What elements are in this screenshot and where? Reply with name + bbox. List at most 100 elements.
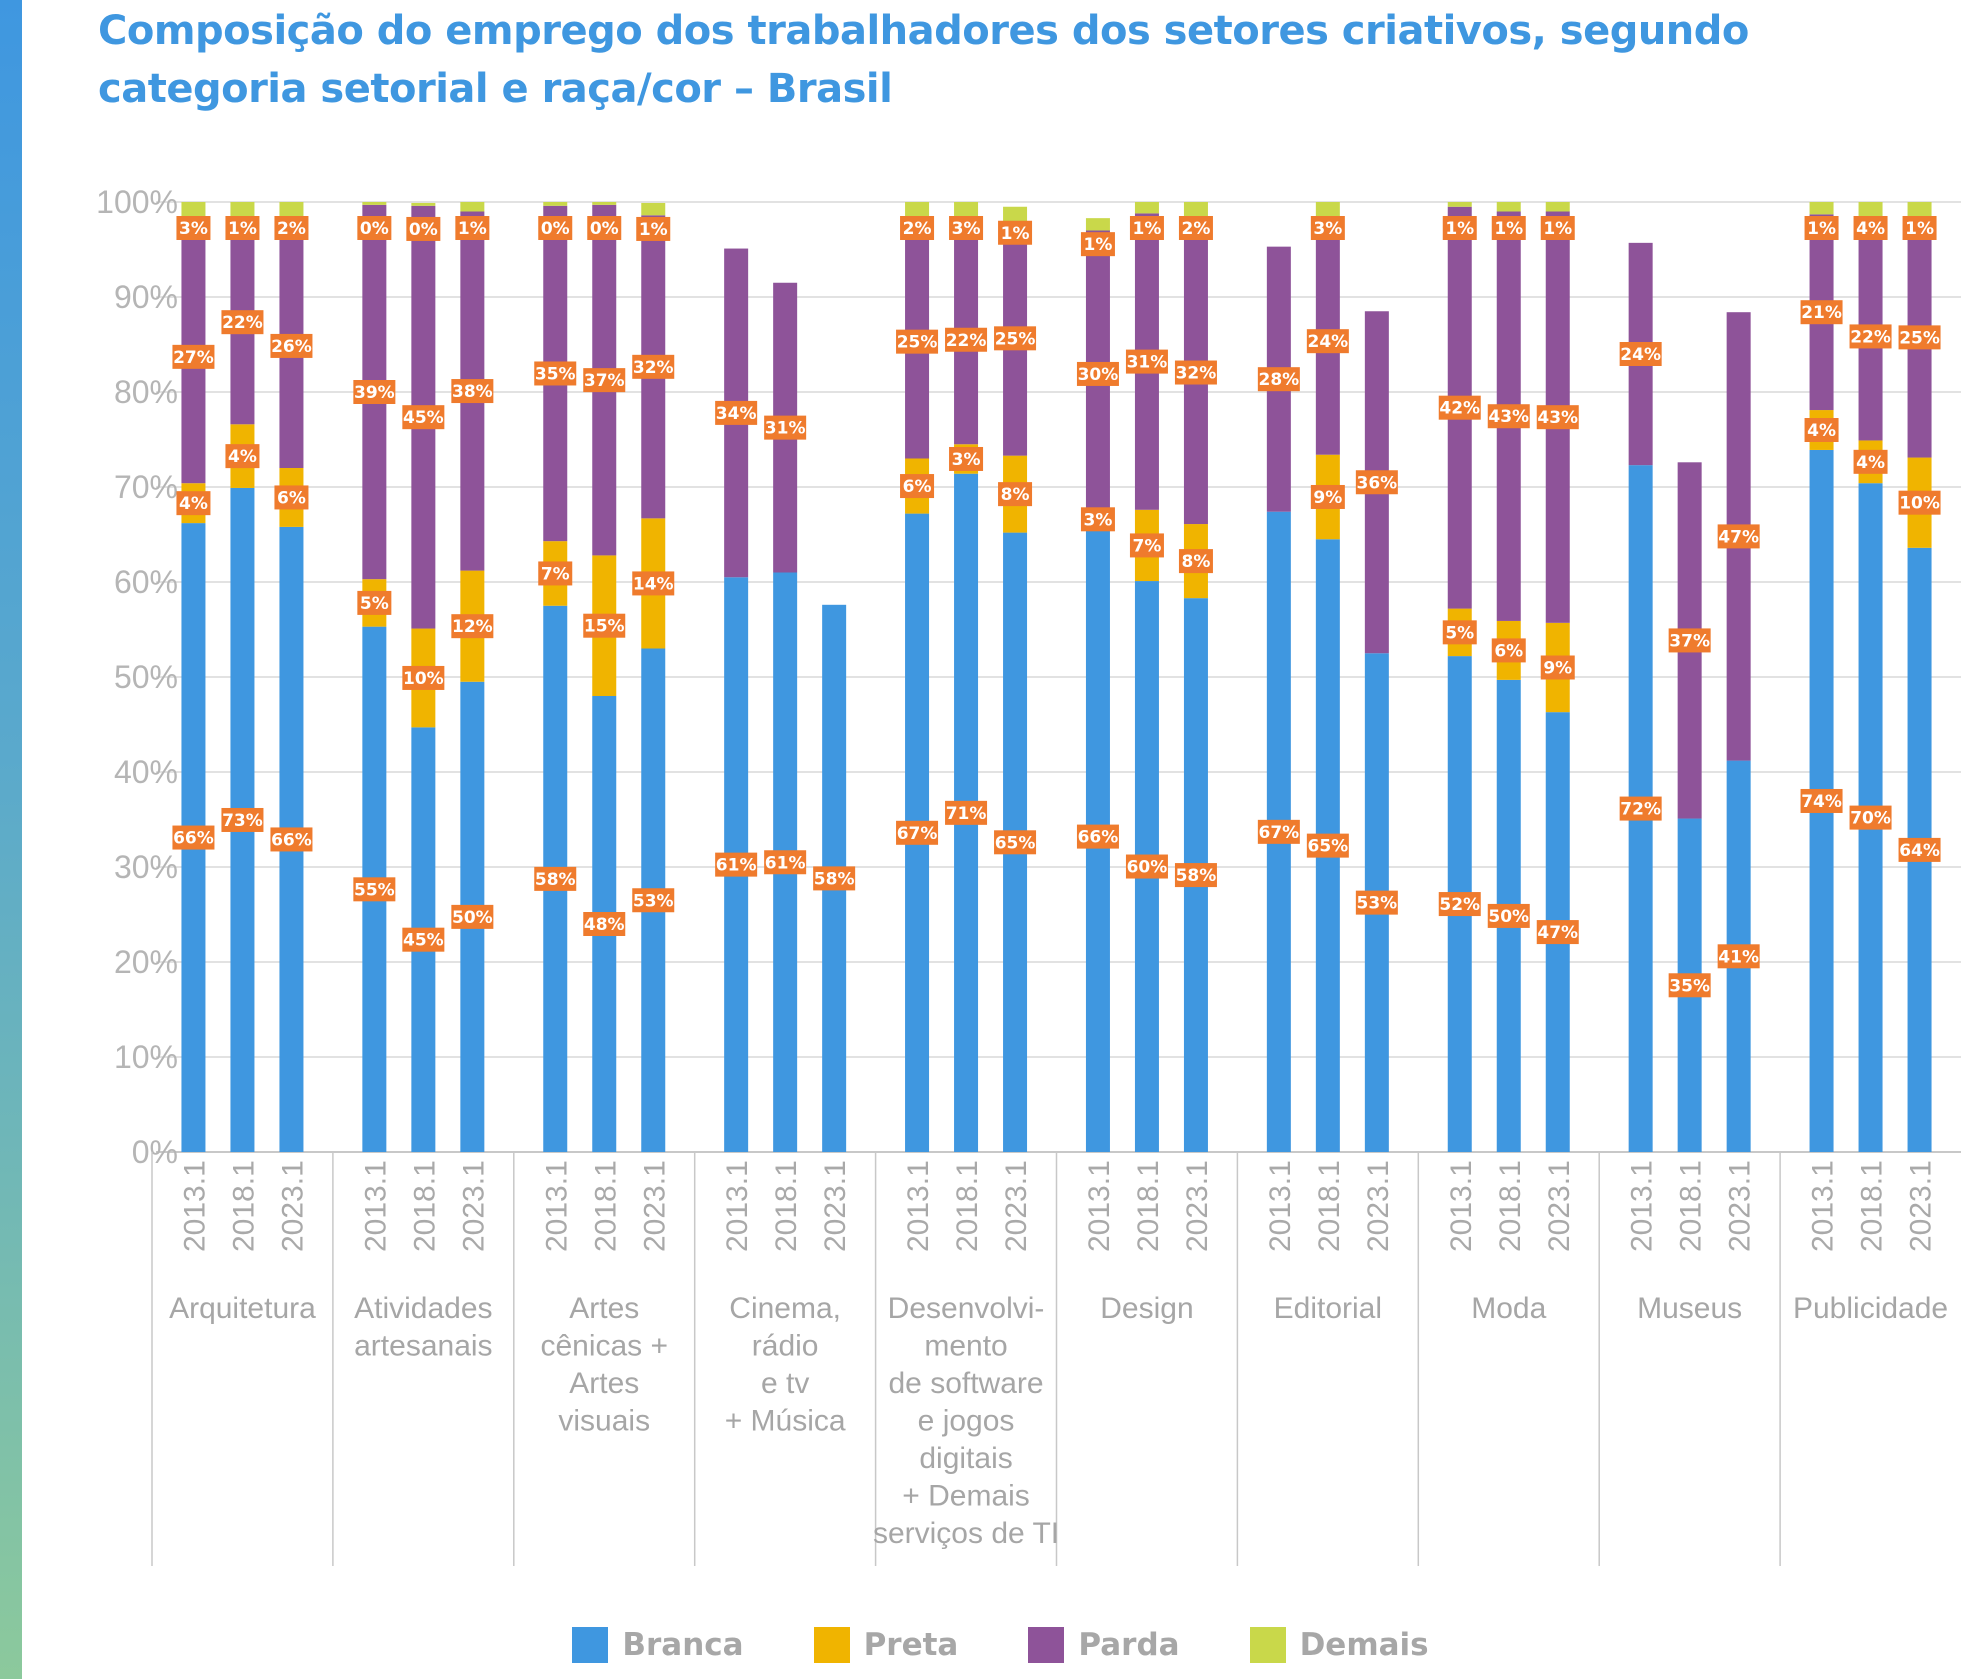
period-label: 2023.1 bbox=[457, 1160, 490, 1252]
data-label-box bbox=[1540, 216, 1575, 240]
data-label-box bbox=[176, 491, 211, 516]
data-label: 65% bbox=[1307, 837, 1348, 857]
data-label-box bbox=[1853, 449, 1888, 474]
data-label-box bbox=[1080, 507, 1115, 532]
legend-label: Demais bbox=[1299, 1627, 1429, 1663]
bar-segment-demais bbox=[1545, 202, 1570, 212]
data-label-box bbox=[949, 446, 984, 471]
y-tick-label: 90% bbox=[114, 279, 178, 315]
data-label-box bbox=[1717, 524, 1760, 549]
y-axis-ticks: 0% 10% 20% 30% 40% 50% 60% 70% 80% 90% 100% bbox=[96, 184, 178, 1170]
data-label: 4% bbox=[179, 494, 208, 514]
data-label-box bbox=[270, 333, 313, 358]
data-label-box bbox=[945, 800, 988, 825]
y-tick-label: 10% bbox=[114, 1039, 178, 1075]
data-label: 1% bbox=[1543, 219, 1572, 239]
data-label: 47% bbox=[1718, 527, 1759, 547]
data-label: 2% bbox=[1182, 219, 1211, 239]
data-label: 6% bbox=[903, 477, 932, 497]
data-label: 50% bbox=[1488, 907, 1529, 927]
data-label: 45% bbox=[403, 931, 444, 951]
period-label: 2018.1 bbox=[1313, 1160, 1346, 1252]
y-tick-label: 80% bbox=[114, 374, 178, 410]
y-tick-label: 30% bbox=[114, 849, 178, 885]
data-label: 48% bbox=[584, 915, 625, 935]
data-label-box bbox=[1438, 395, 1481, 420]
data-label: 9% bbox=[1543, 659, 1572, 679]
data-label: 1% bbox=[1133, 219, 1162, 239]
bar-segment-demais bbox=[1447, 202, 1472, 207]
period-label: 2023.1 bbox=[1000, 1160, 1033, 1252]
data-label-box bbox=[270, 827, 313, 852]
data-label-box bbox=[1129, 533, 1164, 558]
period-label: 2013.1 bbox=[1083, 1160, 1116, 1252]
data-label: 22% bbox=[222, 313, 263, 333]
legend-label: Preta bbox=[863, 1627, 959, 1663]
accent-side-strip bbox=[0, 0, 22, 1679]
data-label: 4% bbox=[1807, 421, 1836, 441]
data-label: 2% bbox=[903, 219, 932, 239]
data-label-box bbox=[900, 474, 935, 499]
data-label: 28% bbox=[1258, 370, 1299, 390]
data-label: 25% bbox=[897, 333, 938, 353]
data-label: 3% bbox=[179, 219, 208, 239]
period-label: 2013.1 bbox=[1445, 1160, 1478, 1252]
y-tick-label: 50% bbox=[114, 659, 178, 695]
data-label-box bbox=[1619, 342, 1662, 366]
data-label-box bbox=[1355, 890, 1398, 915]
bar-segment-demais bbox=[1003, 206, 1028, 221]
legend-item-branca: Branca bbox=[572, 1627, 744, 1663]
data-label: 15% bbox=[584, 617, 625, 637]
bar-segment-demais bbox=[592, 202, 617, 205]
data-label: 1% bbox=[1494, 219, 1523, 239]
data-label-box bbox=[176, 216, 211, 240]
data-label-box bbox=[1257, 367, 1300, 392]
data-label-box bbox=[994, 830, 1037, 855]
data-label: 26% bbox=[271, 337, 312, 357]
data-label: 0% bbox=[541, 219, 570, 239]
data-label: 60% bbox=[1127, 858, 1168, 878]
data-label-box bbox=[402, 665, 445, 690]
data-label-box bbox=[945, 327, 988, 352]
y-tick-label: 40% bbox=[114, 754, 178, 790]
bar-segment-demais bbox=[543, 202, 568, 206]
data-label-box bbox=[715, 852, 758, 877]
group-label: serviços de TI bbox=[873, 1517, 1059, 1550]
y-tick-label: 0% bbox=[132, 1134, 178, 1170]
legend-label: Branca bbox=[622, 1627, 744, 1663]
group-label: mento bbox=[924, 1330, 1007, 1363]
data-label-box bbox=[172, 825, 215, 850]
data-label-box bbox=[715, 400, 758, 425]
data-label: 42% bbox=[1439, 399, 1480, 419]
data-label: 10% bbox=[1899, 494, 1940, 514]
data-label-box bbox=[1178, 549, 1213, 574]
data-label: 37% bbox=[584, 371, 625, 391]
legend-swatch bbox=[813, 1627, 850, 1663]
data-label: 10% bbox=[403, 669, 444, 689]
group-label: Design bbox=[1100, 1292, 1193, 1325]
period-label: 2023.1 bbox=[1724, 1160, 1757, 1252]
data-label-box bbox=[998, 220, 1033, 245]
data-label-box bbox=[1487, 404, 1530, 429]
data-label-box bbox=[1491, 638, 1526, 663]
period-label: 2018.1 bbox=[1494, 1160, 1527, 1252]
data-label: 7% bbox=[541, 564, 570, 584]
data-label: 43% bbox=[1488, 407, 1529, 427]
data-label: 73% bbox=[222, 811, 263, 831]
data-label: 4% bbox=[228, 447, 257, 467]
data-label: 74% bbox=[1801, 792, 1842, 812]
data-label: 1% bbox=[1084, 235, 1113, 255]
data-label: 35% bbox=[535, 364, 576, 384]
data-label: 67% bbox=[897, 824, 938, 844]
data-label-box bbox=[1310, 484, 1345, 509]
data-label-box bbox=[357, 590, 392, 615]
period-label: 2013.1 bbox=[1626, 1160, 1659, 1252]
period-label: 2023.1 bbox=[1362, 1160, 1395, 1252]
data-label-box bbox=[534, 866, 577, 891]
period-label: 2013.1 bbox=[902, 1160, 935, 1252]
data-label: 3% bbox=[952, 219, 981, 239]
period-label: 2013.1 bbox=[1264, 1160, 1297, 1252]
data-label-box bbox=[1355, 470, 1398, 495]
data-label: 66% bbox=[1078, 828, 1119, 848]
data-label: 39% bbox=[354, 383, 395, 403]
